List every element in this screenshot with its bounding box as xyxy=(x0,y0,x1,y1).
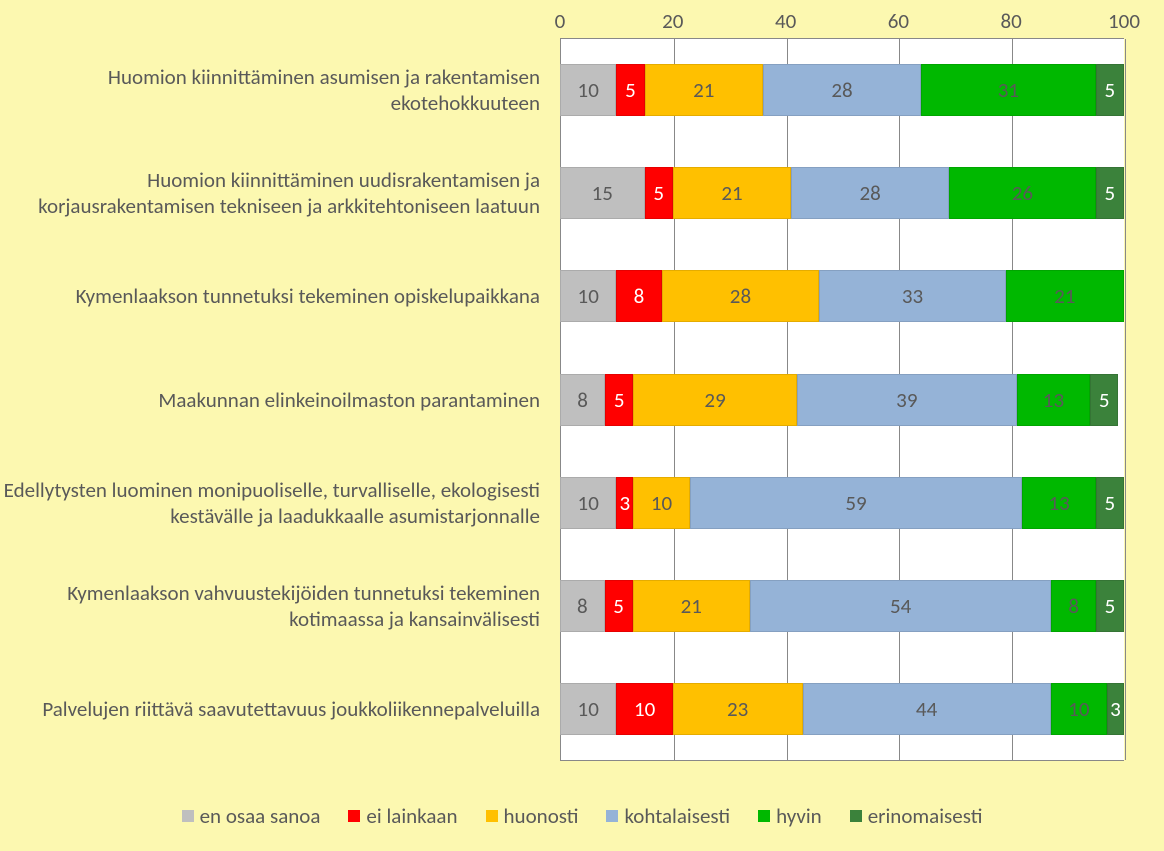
row-label: Edellytysten luominen monipuoliselle, tu… xyxy=(0,477,550,530)
stacked-bar: 852939135 xyxy=(560,374,1124,426)
row-label: Palvelujen riittävä saavutettavuus joukk… xyxy=(0,696,550,722)
bar-segment: 21 xyxy=(673,167,791,219)
stacked-bar: 10102344103 xyxy=(560,683,1124,735)
bar-segment: 31 xyxy=(921,64,1096,116)
legend-swatch xyxy=(850,810,862,822)
bar-segment: 10 xyxy=(560,477,616,529)
bar-segment: 21 xyxy=(1006,270,1124,322)
legend-item: kohtalaisesti xyxy=(606,803,730,829)
legend-item: erinomaisesti xyxy=(850,803,983,829)
legend-label: en osaa sanoa xyxy=(200,803,321,829)
chart-row: Huomion kiinnittäminen asumisen ja raken… xyxy=(0,64,1124,116)
legend-label: kohtalaisesti xyxy=(624,803,730,829)
bar-segment: 10 xyxy=(1051,683,1107,735)
legend-item: huonosti xyxy=(486,803,579,829)
bar-segment: 5 xyxy=(645,167,673,219)
chart-row: Huomion kiinnittäminen uudisrakentamisen… xyxy=(0,167,1124,219)
stacked-bar: 1031059135 xyxy=(560,477,1124,529)
bar-segment: 10 xyxy=(633,477,689,529)
chart-row: Kymenlaakson vahvuustekijöiden tunnetuks… xyxy=(0,580,1124,632)
legend-swatch xyxy=(486,810,498,822)
x-tick-label: 0 xyxy=(555,8,566,34)
bar-segment: 5 xyxy=(616,64,644,116)
bar-segment: 5 xyxy=(605,374,633,426)
chart-row: Maakunnan elinkeinoilmaston parantaminen… xyxy=(0,374,1124,426)
legend-swatch xyxy=(182,810,194,822)
x-tick-label: 40 xyxy=(775,8,796,34)
stacked-bar: 108283321 xyxy=(560,270,1124,322)
bar-segment: 5 xyxy=(605,580,633,632)
bar-segment: 3 xyxy=(1107,683,1124,735)
bar-segment: 59 xyxy=(690,477,1023,529)
legend-item: hyvin xyxy=(758,803,822,829)
bar-segment: 5 xyxy=(1096,580,1124,632)
legend-swatch xyxy=(348,810,360,822)
bar-segment: 21 xyxy=(633,580,750,632)
bar-segment: 54 xyxy=(750,580,1052,632)
bar-segment: 28 xyxy=(763,64,921,116)
bar-segment: 8 xyxy=(1051,580,1096,632)
row-label: Huomion kiinnittäminen uudisrakentamisen… xyxy=(0,167,550,220)
bar-segment: 23 xyxy=(673,683,803,735)
bar-segment: 10 xyxy=(560,64,616,116)
bar-segment: 33 xyxy=(819,270,1005,322)
x-tick-label: 60 xyxy=(888,8,909,34)
legend-item: en osaa sanoa xyxy=(182,803,321,829)
bar-segment: 28 xyxy=(662,270,820,322)
legend-swatch xyxy=(606,810,618,822)
chart-row: Edellytysten luominen monipuoliselle, tu… xyxy=(0,477,1124,529)
legend-item: ei lainkaan xyxy=(348,803,457,829)
legend-label: hyvin xyxy=(776,803,822,829)
gridline xyxy=(1125,39,1126,760)
bar-segment: 10 xyxy=(560,270,616,322)
stacked-bar: 85215485 xyxy=(560,580,1124,632)
bar-segment: 26 xyxy=(949,167,1096,219)
row-label: Maakunnan elinkeinoilmaston parantaminen xyxy=(0,386,550,412)
x-tick-label: 20 xyxy=(662,8,683,34)
bar-segment: 5 xyxy=(1096,167,1124,219)
bar-segment: 5 xyxy=(1090,374,1118,426)
bar-segment: 13 xyxy=(1017,374,1090,426)
chart-row: Kymenlaakson tunnetuksi tekeminen opiske… xyxy=(0,270,1124,322)
bar-segment: 5 xyxy=(1096,477,1124,529)
legend-swatch xyxy=(758,810,770,822)
bar-segment: 29 xyxy=(633,374,797,426)
row-label: Huomion kiinnittäminen asumisen ja raken… xyxy=(0,63,550,116)
stacked-bar: 1052128315 xyxy=(560,64,1124,116)
bar-segment: 15 xyxy=(560,167,645,219)
bar-segment: 8 xyxy=(616,270,661,322)
row-label: Kymenlaakson vahvuustekijöiden tunnetuks… xyxy=(0,580,550,633)
stacked-bar-chart: 0 20 40 60 80 100 en osaa sanoa ei lainkaan huo… xyxy=(0,0,1164,851)
bar-segment: 5 xyxy=(1096,64,1124,116)
bar-segment: 21 xyxy=(645,64,763,116)
x-axis: 020406080100 xyxy=(560,8,1124,36)
bar-segment: 44 xyxy=(803,683,1051,735)
bar-segment: 39 xyxy=(797,374,1017,426)
legend-label: ei lainkaan xyxy=(366,803,457,829)
legend-label: erinomaisesti xyxy=(868,803,983,829)
bar-segment: 10 xyxy=(616,683,672,735)
bar-segment: 8 xyxy=(560,580,605,632)
legend-label: huonosti xyxy=(504,803,579,829)
bar-segment: 10 xyxy=(560,683,616,735)
stacked-bar: 1552128265 xyxy=(560,167,1124,219)
bar-segment: 3 xyxy=(616,477,633,529)
x-tick-label: 100 xyxy=(1108,8,1140,34)
row-label: Kymenlaakson tunnetuksi tekeminen opiske… xyxy=(0,283,550,309)
bar-segment: 28 xyxy=(791,167,949,219)
bar-segment: 13 xyxy=(1022,477,1095,529)
bar-segment: 8 xyxy=(560,374,605,426)
x-tick-label: 80 xyxy=(1001,8,1022,34)
chart-row: Palvelujen riittävä saavutettavuus joukk… xyxy=(0,683,1124,735)
legend: en osaa sanoa ei lainkaan huonosti kohtalai… xyxy=(0,803,1164,829)
